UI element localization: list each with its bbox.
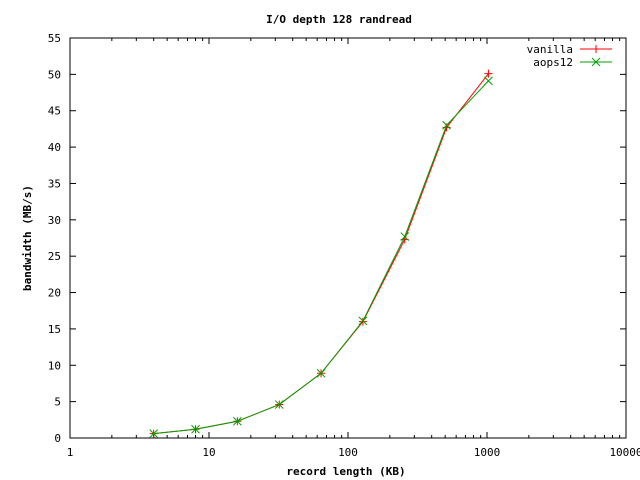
marker-stroke: [484, 76, 493, 86]
marker-stroke: [233, 416, 242, 426]
data-point: [442, 120, 451, 130]
y-tick-label: 55: [48, 32, 61, 45]
legend-label-vanilla: vanilla: [527, 43, 573, 56]
y-tick-label: 30: [48, 214, 61, 227]
data-point: [592, 45, 600, 53]
x-tick-label: 1: [67, 446, 74, 459]
marker-stroke: [149, 429, 159, 438]
y-tick-label: 40: [48, 141, 61, 154]
x-tick-label: 10: [202, 446, 215, 459]
y-tick-label: 20: [48, 287, 61, 300]
series-line-aops12: [153, 80, 489, 435]
y-axis-label: bandwidth (MB/s): [21, 185, 34, 291]
y-tick-label: 50: [48, 68, 61, 81]
chart-title: I/O depth 128 randread: [266, 13, 412, 26]
data-point: [484, 76, 493, 86]
y-tick-label: 25: [48, 250, 61, 263]
marker-stroke: [400, 232, 410, 241]
data-point: [591, 57, 601, 67]
y-tick-label: 0: [54, 432, 61, 445]
marker-stroke: [316, 368, 326, 378]
plot-area: 0 5 10 15 20 25 30 35 40 45 50 55 1 10 100 1000 10000: [48, 32, 640, 459]
x-tick-label: 100: [338, 446, 358, 459]
plot-border: [69, 37, 627, 439]
x-axis-label: record length (KB): [286, 465, 405, 478]
y-tick-label: 15: [48, 323, 61, 336]
data-point: [233, 416, 242, 426]
data-point: [400, 232, 410, 241]
marker-stroke: [591, 57, 601, 67]
data-point: [191, 424, 200, 434]
y-tick-label: 35: [48, 177, 61, 190]
marker-stroke: [191, 424, 200, 434]
data-point: [274, 400, 284, 409]
legend-label-aops12: aops12: [533, 56, 573, 69]
x-tick-label: 10000: [609, 446, 640, 459]
y-tick-label: 5: [54, 396, 61, 409]
marker-stroke: [442, 120, 451, 130]
data-point: [358, 316, 368, 326]
y-tick-label: 10: [48, 359, 61, 372]
marker-stroke: [358, 316, 368, 326]
data-point: [316, 368, 326, 378]
y-tick-label: 45: [48, 105, 61, 118]
series-line-vanilla: [153, 73, 489, 435]
x-tick-label: 1000: [474, 446, 501, 459]
data-point: [484, 69, 493, 78]
marker-stroke: [274, 400, 284, 409]
data-point: [149, 429, 159, 438]
